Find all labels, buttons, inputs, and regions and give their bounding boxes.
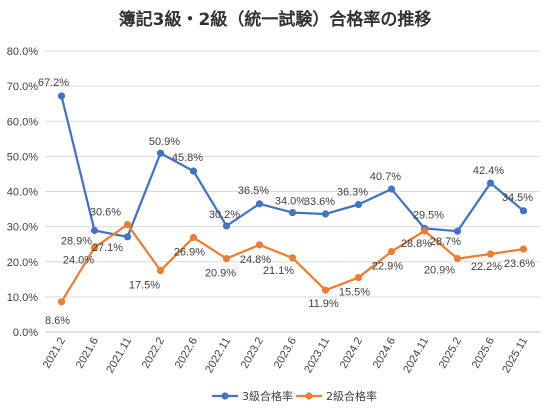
- data-point: [57, 298, 66, 306]
- data-label: 21.1%: [263, 265, 294, 277]
- x-tick-label: 2025.2: [437, 336, 464, 371]
- y-tick-label: 60.0%: [7, 116, 38, 128]
- data-point: [189, 167, 198, 175]
- data-point: [321, 286, 330, 294]
- data-point: [189, 233, 198, 242]
- data-point: [486, 250, 495, 258]
- x-tick-label: 2023.6: [272, 336, 299, 371]
- data-label: 20.9%: [205, 268, 236, 280]
- legend-entry: 3級合格率: [242, 389, 293, 403]
- legend-marker: [221, 392, 229, 400]
- y-tick-label: 50.0%: [7, 151, 38, 163]
- data-label: 24.8%: [240, 254, 271, 266]
- data-label-layer: 67.2% 28.9%27.1% 50.9% 45.8% 30.2% 36.5% 34.0%…: [38, 77, 535, 327]
- grid-layer: [45, 50, 540, 333]
- x-axis-ticks: 2021.2 2021.6 2021.11 2022.2 2022.6 2022.11 20…: [41, 336, 530, 376]
- data-point: [486, 179, 495, 187]
- data-label: 22.2%: [471, 261, 502, 273]
- y-axis-ticks: 0.0% 10.0% 20.0% 30.0% 40.0% 50.0% 60.0% 70.0% 8…: [7, 46, 38, 339]
- y-tick-label: 80.0%: [7, 46, 38, 58]
- y-tick-label: 40.0%: [7, 187, 38, 199]
- x-tick-label: 2022.11: [203, 336, 233, 376]
- data-point: [420, 227, 429, 235]
- data-label: 34.5%: [502, 192, 533, 204]
- data-label: 20.9%: [424, 265, 455, 277]
- data-point: [90, 226, 99, 235]
- data-point: [123, 233, 132, 241]
- x-tick-label: 2021.11: [104, 336, 134, 376]
- data-point: [387, 185, 396, 193]
- data-label: 23.6%: [504, 258, 535, 270]
- data-point: [222, 254, 231, 263]
- data-point: [156, 266, 165, 275]
- x-tick-label: 2021.6: [74, 336, 101, 371]
- data-point: [90, 244, 99, 252]
- data-label: 45.8%: [172, 152, 203, 164]
- data-point: [255, 200, 264, 208]
- x-tick-label: 2024.11: [401, 336, 431, 376]
- data-point: [354, 273, 363, 282]
- legend-entry: 2級合格率: [326, 389, 377, 403]
- x-tick-label: 2025.6: [470, 336, 497, 371]
- data-point: [453, 227, 462, 235]
- data-label: 8.6%: [45, 315, 70, 327]
- x-tick-label: 2023.2: [239, 336, 266, 371]
- data-point: [255, 241, 264, 249]
- chart-title: 簿記3級・2級（統一試験）合格率の推移: [119, 9, 432, 30]
- data-label: 27.1%: [92, 242, 123, 254]
- data-label: 22.9%: [372, 261, 403, 273]
- data-point: [288, 254, 297, 262]
- data-label: 36.3%: [337, 186, 368, 198]
- data-label: 17.5%: [129, 280, 160, 292]
- data-label: 29.5%: [413, 209, 444, 221]
- data-label: 50.9%: [149, 136, 180, 148]
- legend-marker: [305, 392, 313, 400]
- data-label: 15.5%: [339, 287, 370, 299]
- data-point: [354, 200, 363, 209]
- data-label: 28.7%: [430, 236, 461, 248]
- y-tick-label: 70.0%: [7, 81, 38, 93]
- data-point: [321, 210, 330, 218]
- data-label: 42.4%: [473, 165, 504, 177]
- data-label: 36.5%: [238, 185, 269, 197]
- x-tick-label: 2022.2: [140, 336, 167, 371]
- data-point: [57, 92, 66, 100]
- data-label: 40.7%: [370, 171, 401, 183]
- x-tick-label: 2021.2: [41, 336, 68, 371]
- data-label: 30.2%: [209, 209, 240, 221]
- data-label: 11.9%: [308, 298, 339, 310]
- x-tick-label: 2024.2: [338, 336, 365, 371]
- data-label: 34.0%: [275, 196, 306, 208]
- x-tick-label: 2024.6: [371, 336, 398, 371]
- y-tick-label: 20.0%: [7, 257, 38, 269]
- data-point: [123, 220, 132, 229]
- data-label: 26.9%: [174, 247, 205, 259]
- data-point: [453, 254, 462, 263]
- data-point: [387, 247, 396, 256]
- data-point: [288, 208, 297, 217]
- y-tick-label: 30.0%: [7, 222, 38, 234]
- data-label: 30.6%: [90, 207, 121, 219]
- series-layer: [57, 92, 528, 306]
- x-tick-label: 2022.6: [173, 336, 200, 371]
- data-point: [222, 222, 231, 230]
- data-point: [156, 149, 165, 157]
- data-label: 67.2%: [38, 77, 69, 89]
- x-tick-label: 2023.11: [302, 336, 332, 376]
- data-label: 28.8%: [401, 238, 432, 250]
- y-tick-label: 0.0%: [13, 327, 38, 339]
- data-label: 28.9%: [61, 235, 92, 247]
- legend: 3級合格率 2級合格率: [212, 389, 377, 403]
- y-tick-label: 10.0%: [7, 292, 38, 304]
- data-point: [519, 245, 528, 253]
- x-tick-label: 2025.11: [500, 336, 530, 376]
- data-label: 33.6%: [304, 196, 335, 208]
- data-label: 24.0%: [63, 255, 94, 267]
- data-point: [519, 207, 528, 215]
